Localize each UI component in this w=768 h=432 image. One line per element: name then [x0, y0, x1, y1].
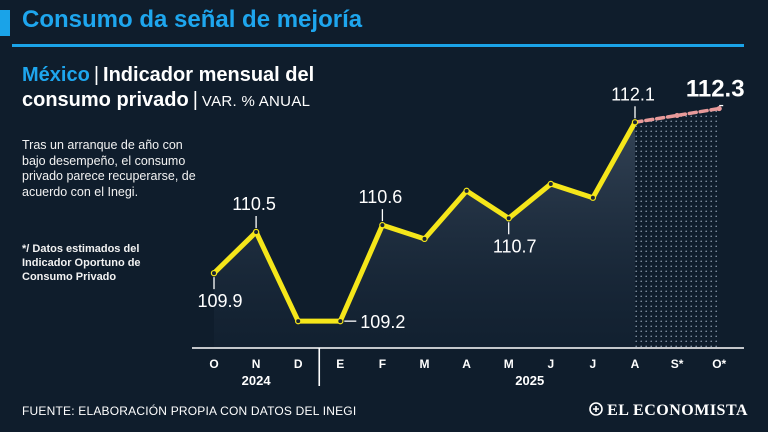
- data-point: [252, 228, 260, 236]
- x-tick-label: M: [504, 357, 514, 371]
- series-layer: [210, 105, 722, 325]
- x-tick-label: A: [631, 357, 640, 371]
- data-label: 112.3: [686, 76, 745, 103]
- data-point: [547, 180, 555, 188]
- chart-title: México | Indicador mensual del consumo pri…: [22, 63, 402, 114]
- data-label: 109.9: [197, 291, 242, 311]
- title-separator: |: [192, 89, 198, 111]
- data-label: 109.2: [360, 312, 405, 332]
- x-tick-label: O*: [712, 357, 726, 371]
- x-tick-label: D: [294, 357, 303, 371]
- x-tick-label: E: [336, 357, 344, 371]
- title-country: México: [22, 64, 90, 86]
- data-point: [210, 269, 218, 277]
- title-subject: consumo privado: [22, 89, 189, 111]
- title-units: VAR. % ANUAL: [201, 93, 311, 110]
- x-axis: O N D E F M A M J J A S* O* 2024 2025: [192, 347, 744, 388]
- data-label: 112.1: [611, 84, 655, 104]
- data-point: [379, 221, 386, 229]
- data-point: [674, 112, 680, 119]
- data-point: [505, 215, 512, 222]
- data-point: [295, 317, 302, 325]
- description-text: Tras un arranque de año con bajo desempe…: [22, 138, 196, 199]
- area-layer: [214, 108, 720, 349]
- data-point: [421, 235, 428, 243]
- title-line-1: México | Indicador mensual del: [22, 63, 402, 88]
- data-label-layer: 109.9 110.5 109.2 110.6 110.7 112.1 112.3: [197, 76, 744, 333]
- x-tick-label: S*: [671, 357, 684, 371]
- year-label: 2024: [242, 373, 272, 388]
- data-point: [337, 317, 344, 325]
- title-line-2: consumo privado | VAR. % ANUAL: [22, 88, 402, 114]
- title-separator: |: [93, 64, 100, 86]
- data-label: 110.6: [359, 187, 403, 207]
- data-point: [631, 119, 639, 126]
- title-indicator: Indicador mensual del: [103, 64, 315, 86]
- logo-mark-icon: [589, 402, 603, 416]
- source-note: FUENTE: ELABORACIÓN PROPIA CON DATOS DEL…: [22, 404, 357, 418]
- data-point: [463, 187, 470, 195]
- footnote-text: */ Datos estimados del Indicador Oportun…: [22, 243, 141, 283]
- headline: Consumo da señal de mejoría: [22, 6, 363, 33]
- x-tick-label: F: [379, 357, 386, 371]
- logo-text: EL ECONOMISTA: [607, 402, 748, 419]
- x-tick-label: N: [252, 357, 261, 371]
- headline-accent-bar: [0, 10, 10, 36]
- data-point: [589, 194, 597, 201]
- data-label: 110.7: [493, 236, 537, 256]
- header-rule: [12, 44, 744, 47]
- year-label: 2025: [515, 373, 544, 388]
- x-tick-label: J: [547, 357, 554, 371]
- x-tick-label: A: [462, 357, 471, 371]
- data-point: [716, 105, 722, 112]
- x-tick-label: M: [420, 357, 430, 371]
- x-tick-label: O: [209, 357, 218, 371]
- data-label: 110.5: [232, 194, 276, 214]
- x-tick-label: J: [590, 357, 597, 371]
- publisher-logo: EL ECONOMISTA: [589, 402, 748, 420]
- estimate-area-fill: [635, 108, 720, 348]
- area-fill: [214, 122, 635, 349]
